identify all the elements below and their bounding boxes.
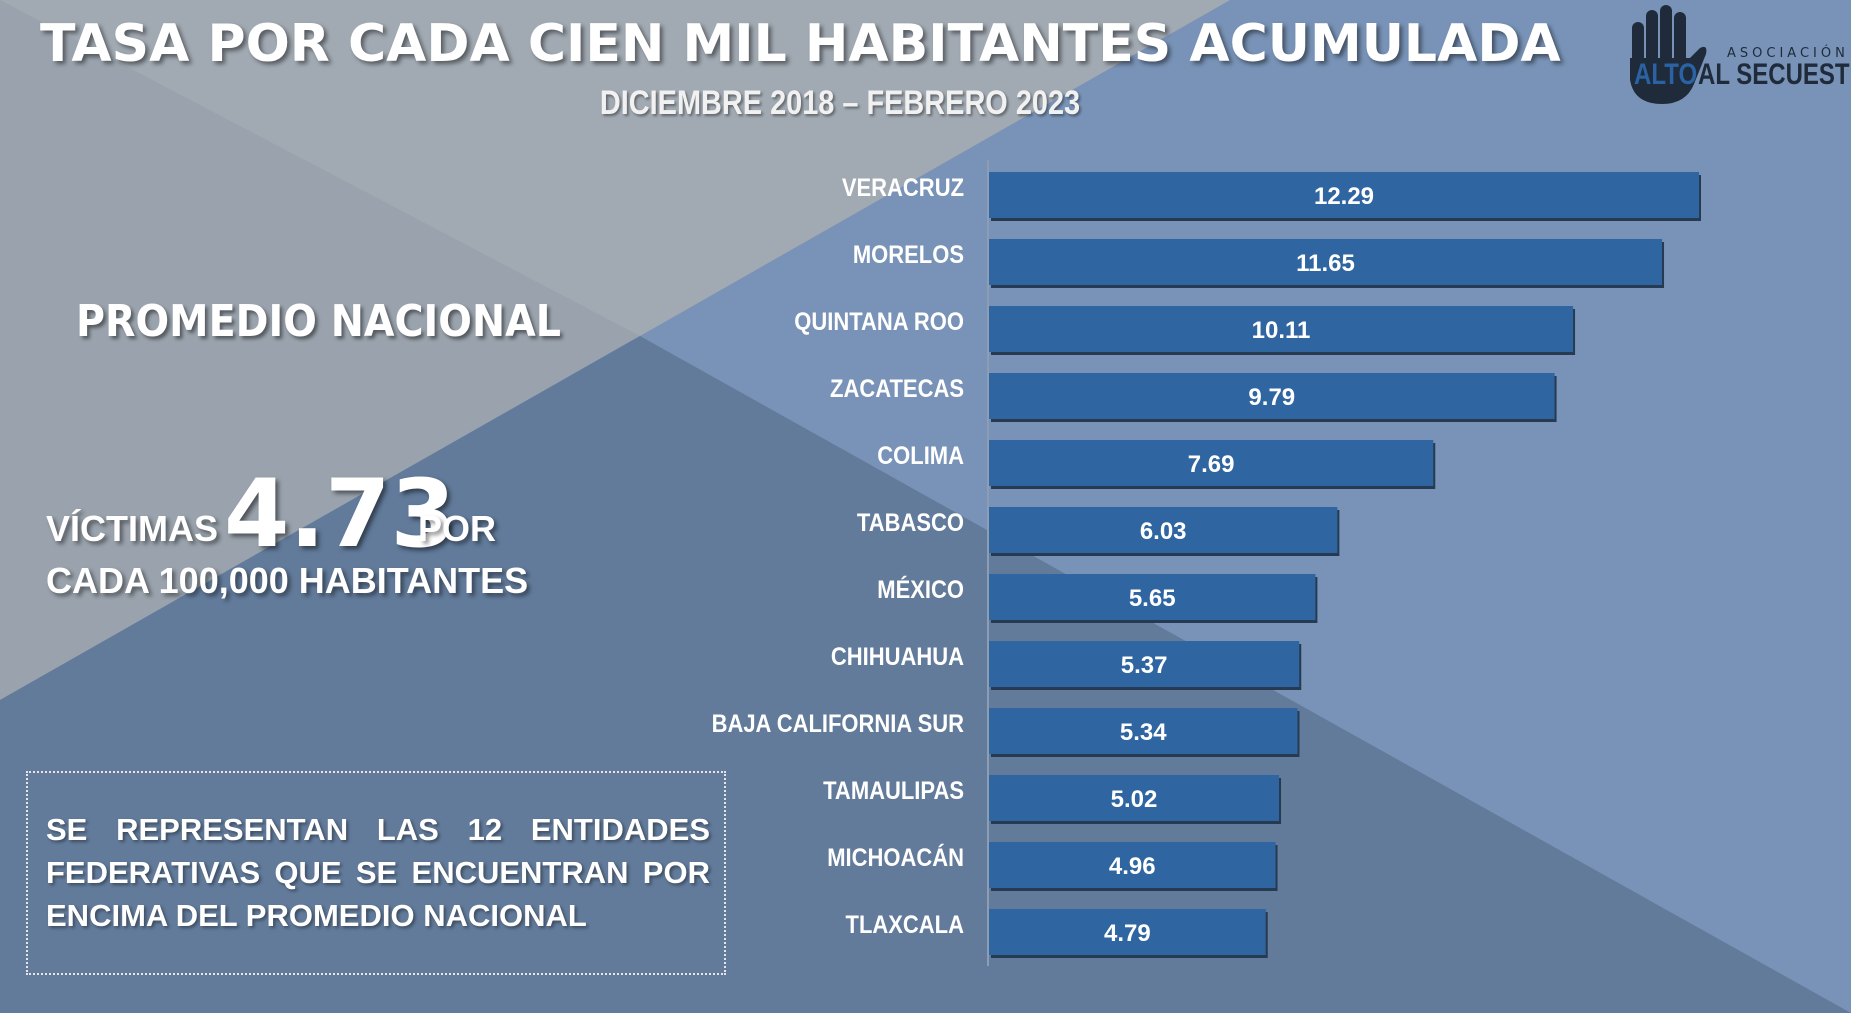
bar	[989, 909, 1266, 955]
stop-hand-logo-icon	[1630, 5, 1707, 104]
bar-value-label: 11.65	[1296, 250, 1355, 277]
bar-value-label: 5.37	[1121, 652, 1168, 679]
category-label: TLAXCALA	[846, 911, 964, 939]
bar-value-label: 10.11	[1252, 317, 1311, 344]
bar-value-label: 4.96	[1109, 853, 1156, 880]
category-label: VERACRUZ	[842, 174, 964, 202]
bar	[989, 641, 1300, 687]
bar	[989, 708, 1298, 754]
bar-value-label: 9.79	[1248, 384, 1295, 411]
bar-value-label: 6.03	[1140, 518, 1187, 545]
logo-asociacion: ASOCIACIÓN	[1727, 46, 1849, 61]
por-label: POR	[418, 508, 497, 549]
bar	[989, 306, 1574, 352]
bar	[989, 373, 1555, 419]
bar	[989, 775, 1280, 821]
logo-al-secuestro: AL SECUESTRO	[1698, 58, 1851, 91]
bar	[989, 842, 1276, 888]
category-label: CHIHUAHUA	[831, 643, 964, 671]
note-text: SE REPRESENTAN LAS 12 ENTIDADES FEDERATI…	[46, 812, 710, 933]
bar	[989, 239, 1663, 285]
bar-value-label: 7.69	[1188, 451, 1235, 478]
category-label: TABASCO	[857, 509, 964, 537]
category-label: COLIMA	[877, 442, 964, 470]
bar-value-label: 5.65	[1129, 585, 1176, 612]
promedio-value: 4.73	[224, 460, 456, 569]
bar	[989, 574, 1316, 620]
bar	[989, 507, 1338, 553]
promedio-heading: PROMEDIO NACIONAL	[76, 296, 561, 347]
bar-value-label: 12.29	[1314, 183, 1374, 210]
bar	[989, 440, 1434, 486]
note-box	[26, 771, 726, 975]
category-label: MÉXICO	[877, 575, 964, 604]
category-label: TAMAULIPAS	[823, 777, 964, 805]
bar	[989, 172, 1699, 218]
logo-alto: ALTO	[1634, 58, 1698, 91]
category-label: MORELOS	[853, 241, 964, 269]
bar-value-label: 5.02	[1111, 786, 1158, 813]
category-label: BAJA CALIFORNIA SUR	[712, 710, 964, 738]
category-label: QUINTANA ROO	[794, 308, 964, 336]
victimas-label: VÍCTIMAS	[46, 508, 219, 549]
category-label: ZACATECAS	[830, 375, 964, 403]
cada-habitantes-label: CADA 100,000 HABITANTES	[46, 560, 529, 601]
bar-value-label: 5.34	[1120, 719, 1167, 746]
bar-value-label: 4.79	[1104, 920, 1151, 947]
chart-title: TASA POR CADA CIEN MIL HABITANTES ACUMUL…	[40, 14, 1561, 74]
category-label: MICHOACÁN	[827, 843, 964, 872]
chart-subtitle: DICIEMBRE 2018 – FEBRERO 2023	[599, 84, 1081, 122]
